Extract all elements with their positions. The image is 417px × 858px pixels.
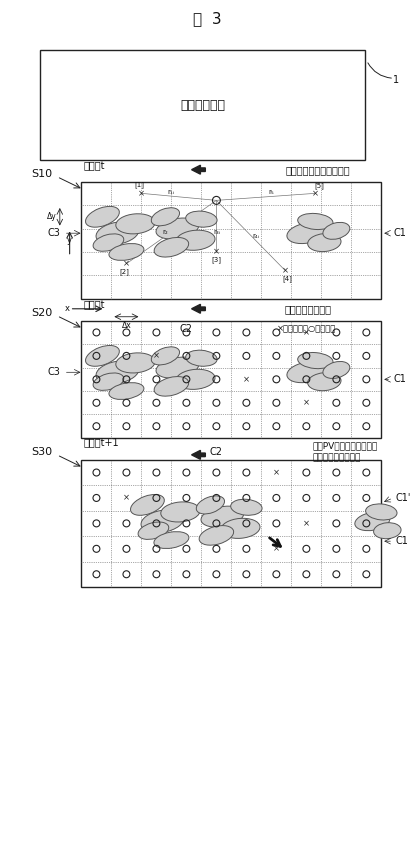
Ellipse shape (323, 361, 350, 378)
Ellipse shape (116, 214, 155, 234)
Ellipse shape (366, 504, 397, 520)
Ellipse shape (196, 496, 224, 514)
Text: C1: C1 (393, 228, 406, 239)
Ellipse shape (156, 218, 199, 239)
Ellipse shape (161, 502, 200, 522)
Ellipse shape (154, 377, 188, 396)
Text: S20: S20 (31, 308, 53, 317)
Ellipse shape (109, 383, 144, 400)
Ellipse shape (131, 494, 164, 516)
Ellipse shape (374, 523, 401, 539)
Ellipse shape (221, 518, 260, 539)
Ellipse shape (151, 347, 180, 365)
Text: 計測点以外を補間: 計測点以外を補間 (284, 304, 331, 314)
Text: ×: × (303, 519, 310, 528)
Text: Δx: Δx (121, 321, 131, 330)
Ellipse shape (287, 362, 326, 383)
Ellipse shape (138, 522, 169, 540)
Text: r₄ᵢ: r₄ᵢ (252, 233, 259, 239)
FancyArrow shape (191, 305, 205, 313)
Text: 評価対象地域: 評価対象地域 (180, 99, 225, 112)
Text: 時刻：t+1: 時刻：t+1 (83, 437, 119, 447)
Text: C2: C2 (210, 447, 223, 456)
Text: C1: C1 (395, 536, 408, 547)
Text: ×: × (273, 468, 280, 477)
Text: C1': C1' (395, 493, 410, 503)
Ellipse shape (355, 512, 390, 530)
Text: [3]: [3] (211, 257, 221, 263)
Text: C3: C3 (48, 228, 60, 239)
Ellipse shape (151, 208, 180, 226)
Bar (40, 51, 364, 160)
Text: S10: S10 (32, 169, 53, 178)
Text: 時刻：t: 時刻：t (83, 299, 105, 310)
Ellipse shape (201, 506, 244, 527)
Text: [5]: [5] (314, 182, 324, 189)
Text: 対象地域をメッシュ分割: 対象地域をメッシュ分割 (285, 165, 350, 175)
Text: ×: × (213, 247, 220, 257)
Ellipse shape (96, 221, 139, 245)
Ellipse shape (298, 214, 333, 230)
Text: C2: C2 (180, 323, 193, 334)
Ellipse shape (298, 353, 333, 369)
Bar (81, 460, 381, 587)
Ellipse shape (85, 207, 119, 227)
Ellipse shape (116, 353, 155, 373)
Text: ×: × (273, 544, 280, 553)
Ellipse shape (308, 372, 341, 390)
Ellipse shape (231, 499, 262, 516)
Ellipse shape (199, 526, 234, 545)
Text: 時刻：t: 時刻：t (83, 160, 105, 171)
FancyArrow shape (191, 450, 205, 459)
Text: の方向、速度の評価: の方向、速度の評価 (312, 453, 361, 462)
Ellipse shape (287, 223, 326, 244)
Ellipse shape (156, 357, 199, 378)
Ellipse shape (85, 346, 119, 366)
Text: 図  3: 図 3 (193, 11, 221, 27)
Bar (81, 321, 381, 438)
Text: C1: C1 (393, 374, 406, 384)
Text: [4]: [4] (282, 275, 292, 282)
Ellipse shape (323, 222, 350, 239)
Text: ×: × (303, 398, 310, 408)
Ellipse shape (308, 233, 341, 251)
Text: y: y (67, 236, 72, 245)
Text: S30: S30 (32, 447, 53, 456)
Text: 1: 1 (393, 76, 399, 85)
Text: r₁ᵢ: r₁ᵢ (168, 189, 174, 195)
Text: ×: × (312, 189, 319, 198)
Ellipse shape (93, 373, 124, 390)
Ellipse shape (154, 532, 189, 548)
Ellipse shape (93, 234, 124, 251)
Ellipse shape (176, 369, 215, 390)
Text: ×: × (138, 189, 145, 198)
Ellipse shape (176, 230, 215, 251)
Ellipse shape (186, 350, 217, 366)
Text: ×: × (282, 266, 289, 275)
Text: ×: × (243, 375, 250, 384)
Text: ×: × (123, 259, 130, 269)
Ellipse shape (109, 244, 144, 260)
Text: ×: × (123, 493, 130, 503)
Ellipse shape (141, 510, 184, 533)
Text: r₅: r₅ (268, 189, 274, 195)
Text: 雲（PV出力低下）の移動: 雲（PV出力低下）の移動 (312, 441, 378, 450)
Text: [2]: [2] (120, 269, 129, 275)
Text: r₂: r₂ (163, 229, 168, 235)
Text: ×: × (303, 328, 310, 337)
Text: x: x (65, 305, 70, 313)
Text: [1]: [1] (134, 181, 144, 188)
Text: r₃ᵢ: r₃ᵢ (213, 229, 220, 235)
Text: C3: C3 (48, 367, 60, 378)
Text: Δy: Δy (47, 212, 57, 221)
Text: ×：計測点　○：評価点: ×：計測点 ○：評価点 (277, 324, 336, 333)
FancyArrow shape (191, 166, 205, 174)
Ellipse shape (96, 361, 139, 384)
Bar (81, 182, 381, 299)
Ellipse shape (186, 211, 217, 227)
Text: ×: × (153, 352, 160, 360)
Ellipse shape (154, 238, 188, 257)
